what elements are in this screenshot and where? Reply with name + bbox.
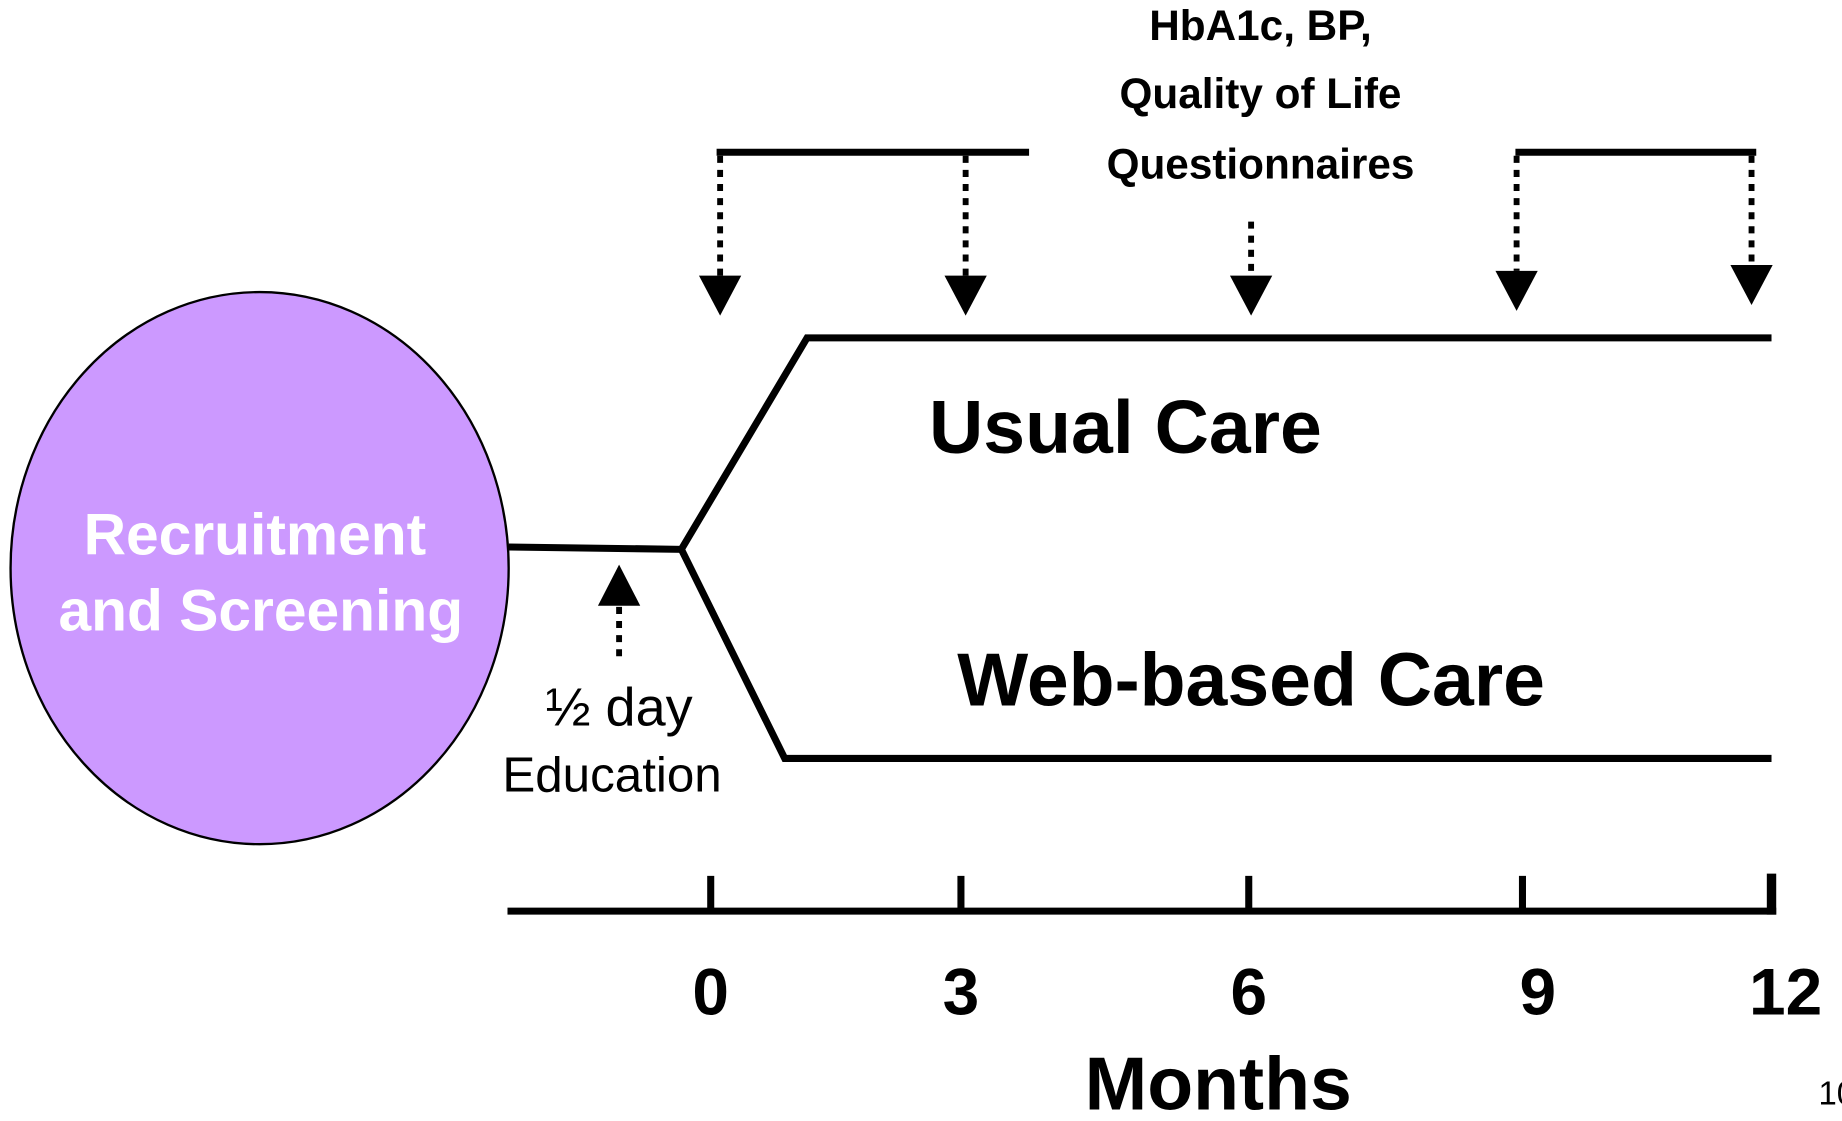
start-label: and Screening xyxy=(58,579,463,644)
arm-label: Usual Care xyxy=(929,385,1322,469)
axis-label: Months xyxy=(1085,1042,1352,1121)
tick-label: 0 xyxy=(692,954,729,1028)
flow-lines xyxy=(507,148,1777,915)
education-label: ½ day xyxy=(546,678,693,738)
arrow-heads xyxy=(597,265,1773,606)
header-line: HbA1c, BP, xyxy=(1149,2,1371,49)
arm-label: Web-based Care xyxy=(957,637,1545,721)
header-line: Questionnaires xyxy=(1107,141,1415,188)
tick-label: 3 xyxy=(943,954,980,1028)
header-line: Quality of Life xyxy=(1120,70,1402,117)
tick-label: 12 xyxy=(1749,954,1822,1028)
tick-label: 9 xyxy=(1519,954,1556,1028)
page-number: 10 xyxy=(1819,1074,1842,1111)
education-label: Education xyxy=(502,747,721,802)
dotted-arrows xyxy=(616,155,1755,659)
start-label: Recruitment xyxy=(84,502,427,567)
tick-label: 6 xyxy=(1230,954,1267,1028)
start-node xyxy=(9,290,510,846)
